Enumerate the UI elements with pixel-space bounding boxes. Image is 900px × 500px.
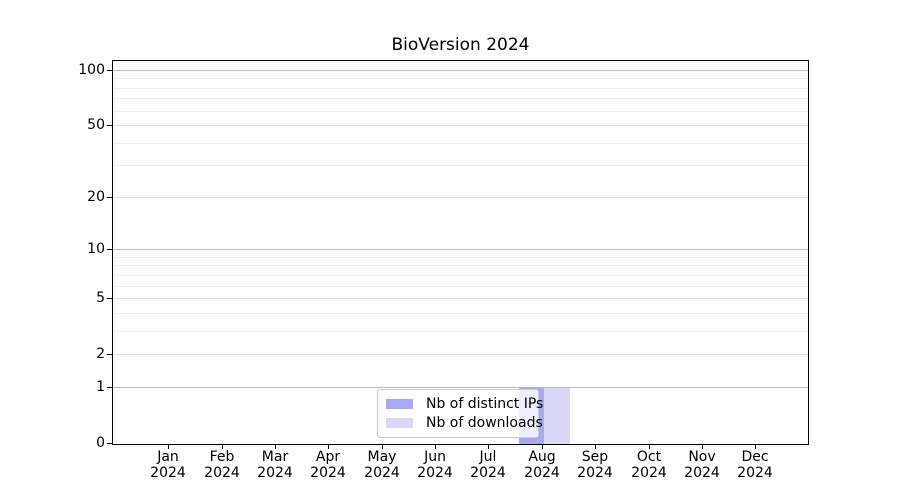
gridline-y-100 (113, 70, 808, 71)
x-tick-year: 2024 (577, 465, 613, 481)
x-tick-label: Aug 2024 (510, 449, 574, 481)
y-tick-label: 1 (96, 379, 105, 395)
legend: Nb of distinct IPs Nb of downloads (377, 389, 543, 438)
x-tick-mark (222, 445, 223, 449)
minor-gridline (113, 265, 808, 266)
x-tick-label: Jul 2024 (456, 449, 520, 481)
minor-gridline (113, 257, 808, 258)
x-tick-mark (435, 445, 436, 449)
x-tick-month: Mar (261, 449, 289, 465)
y-tick-mark (107, 298, 112, 299)
x-tick-label: Sep 2024 (563, 449, 627, 481)
chart-title: BioVersion 2024 (391, 35, 530, 55)
x-tick-label: Apr 2024 (296, 449, 360, 481)
x-tick-year: 2024 (150, 465, 186, 481)
x-tick-mark (328, 445, 329, 449)
minor-gridline (113, 313, 808, 314)
x-tick-month: May (367, 449, 397, 465)
x-tick-mark (488, 445, 489, 449)
x-tick-mark (275, 445, 276, 449)
minor-gridline (113, 111, 808, 112)
plot-area (112, 60, 809, 445)
x-tick-label: Nov 2024 (670, 449, 734, 481)
legend-item-distinct-ips: Nb of distinct IPs (378, 394, 543, 413)
x-tick-mark (595, 445, 596, 449)
x-tick-year: 2024 (524, 465, 560, 481)
x-tick-month: Aug (528, 449, 556, 465)
y-tick-label: 100 (78, 62, 105, 78)
x-tick-year: 2024 (257, 465, 293, 481)
legend-label-distinct-ips: Nb of distinct IPs (426, 395, 544, 412)
x-tick-month: Apr (315, 449, 341, 465)
minor-gridline (113, 78, 808, 79)
gridline-y-5 (113, 298, 808, 299)
y-tick-mark (107, 70, 112, 71)
x-tick-label: Feb 2024 (190, 449, 254, 481)
minor-gridline (113, 98, 808, 99)
y-tick-label: 20 (87, 189, 105, 205)
minor-gridline (113, 331, 808, 332)
x-tick-month: Dec (741, 449, 769, 465)
x-tick-label: Dec 2024 (723, 449, 787, 481)
x-tick-year: 2024 (364, 465, 400, 481)
y-tick-label: 5 (96, 290, 105, 306)
x-tick-label: Jan 2024 (136, 449, 200, 481)
x-tick-year: 2024 (417, 465, 453, 481)
x-tick-month: Nov (688, 449, 716, 465)
y-tick-label: 50 (87, 117, 105, 133)
x-tick-mark (168, 445, 169, 449)
y-tick-label: 0 (96, 435, 105, 451)
x-tick-year: 2024 (470, 465, 506, 481)
distinct-ips-swatch (386, 398, 413, 409)
x-tick-month: Sep (581, 449, 609, 465)
x-tick-year: 2024 (631, 465, 667, 481)
x-tick-month: Jun (424, 449, 446, 465)
x-tick-label: Mar 2024 (243, 449, 307, 481)
x-tick-label: Jun 2024 (403, 449, 467, 481)
minor-gridline (113, 275, 808, 276)
x-tick-year: 2024 (310, 465, 346, 481)
gridline-y-10 (113, 249, 808, 250)
minor-gridline (113, 88, 808, 89)
minor-gridline (113, 143, 808, 144)
y-tick-label: 2 (96, 346, 105, 362)
x-tick-mark (702, 445, 703, 449)
y-tick-mark (107, 387, 112, 388)
minor-gridline (113, 286, 808, 287)
y-tick-mark (107, 354, 112, 355)
y-tick-mark (107, 197, 112, 198)
bar-downloads-aug (544, 388, 570, 444)
x-tick-label: May 2024 (350, 449, 414, 481)
x-tick-year: 2024 (204, 465, 240, 481)
y-tick-label: 10 (87, 241, 105, 257)
legend-item-downloads: Nb of downloads (378, 413, 543, 432)
downloads-swatch (386, 417, 413, 428)
x-tick-year: 2024 (737, 465, 773, 481)
gridline-y-2 (113, 354, 808, 355)
x-tick-mark (755, 445, 756, 449)
x-tick-mark (382, 445, 383, 449)
x-tick-month: Jan (157, 449, 179, 465)
gridline-y-1 (113, 387, 808, 388)
x-tick-month: Jul (479, 449, 497, 465)
x-tick-mark (542, 445, 543, 449)
y-tick-mark (107, 125, 112, 126)
y-tick-mark (107, 249, 112, 250)
legend-label-downloads: Nb of downloads (426, 414, 543, 431)
y-tick-mark (107, 443, 112, 444)
x-tick-year: 2024 (684, 465, 720, 481)
x-tick-month: Oct (636, 449, 662, 465)
x-tick-month: Feb (209, 449, 235, 465)
minor-gridline (113, 165, 808, 166)
x-tick-label: Oct 2024 (617, 449, 681, 481)
gridline-y-50 (113, 125, 808, 126)
x-tick-mark (649, 445, 650, 449)
gridline-y-20 (113, 197, 808, 198)
